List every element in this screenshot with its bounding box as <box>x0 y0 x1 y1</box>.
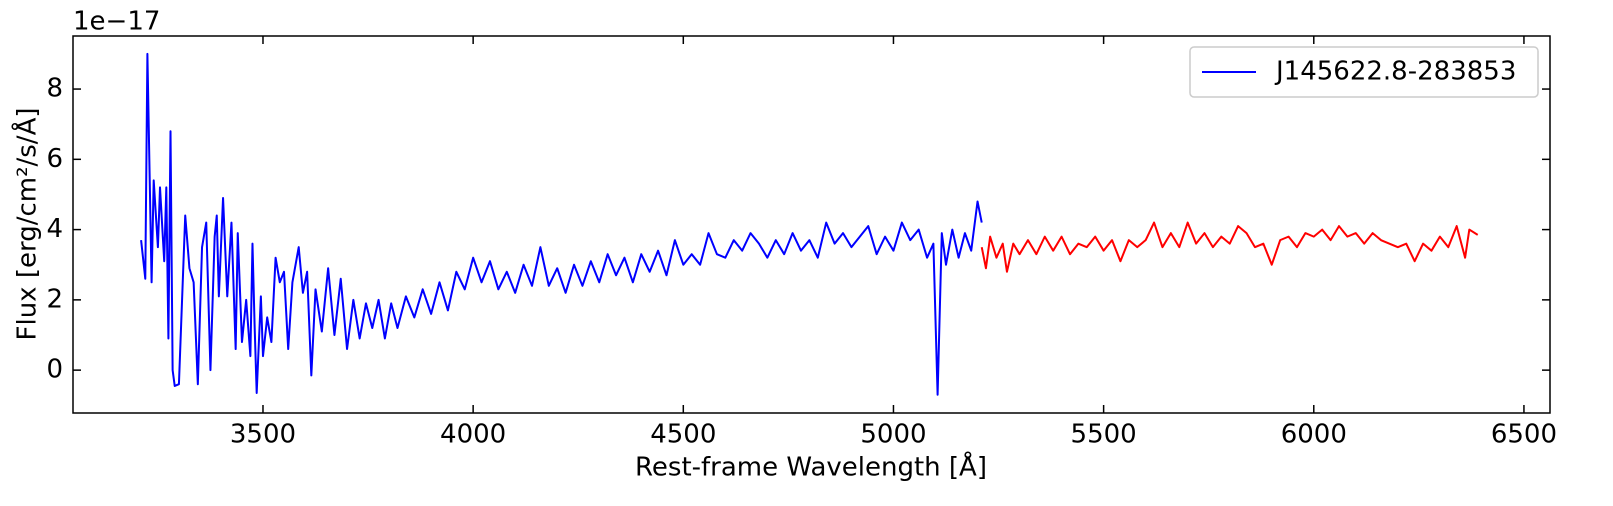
y-tick-label: 4 <box>46 214 63 244</box>
x-tick-label: 6000 <box>1281 420 1347 450</box>
spectrum-line <box>140 52 983 396</box>
x-tick-label: 5500 <box>1071 420 1137 450</box>
y-tick-label: 8 <box>46 74 63 104</box>
spectrum-line <box>980 221 1479 273</box>
x-tick-label: 6500 <box>1491 420 1557 450</box>
y-tick-label: 0 <box>46 355 63 385</box>
x-axis-label: Rest-frame Wavelength [Å] <box>635 451 987 483</box>
y-axis-label: Flux [erg/cm²/s/Å] <box>11 108 43 341</box>
y-tick-label: 6 <box>46 144 63 174</box>
legend-label: J145622.8-283853 <box>1274 57 1516 87</box>
y-tick-label: 2 <box>46 284 63 314</box>
y-offset-text: 1e−17 <box>73 7 160 37</box>
x-tick-label: 4000 <box>440 420 506 450</box>
legend-box <box>1189 46 1539 98</box>
x-tick-label: 3500 <box>230 420 296 450</box>
x-tick-label: 4500 <box>650 420 716 450</box>
x-tick-label: 5000 <box>860 420 926 450</box>
plot-frame <box>72 35 1551 414</box>
